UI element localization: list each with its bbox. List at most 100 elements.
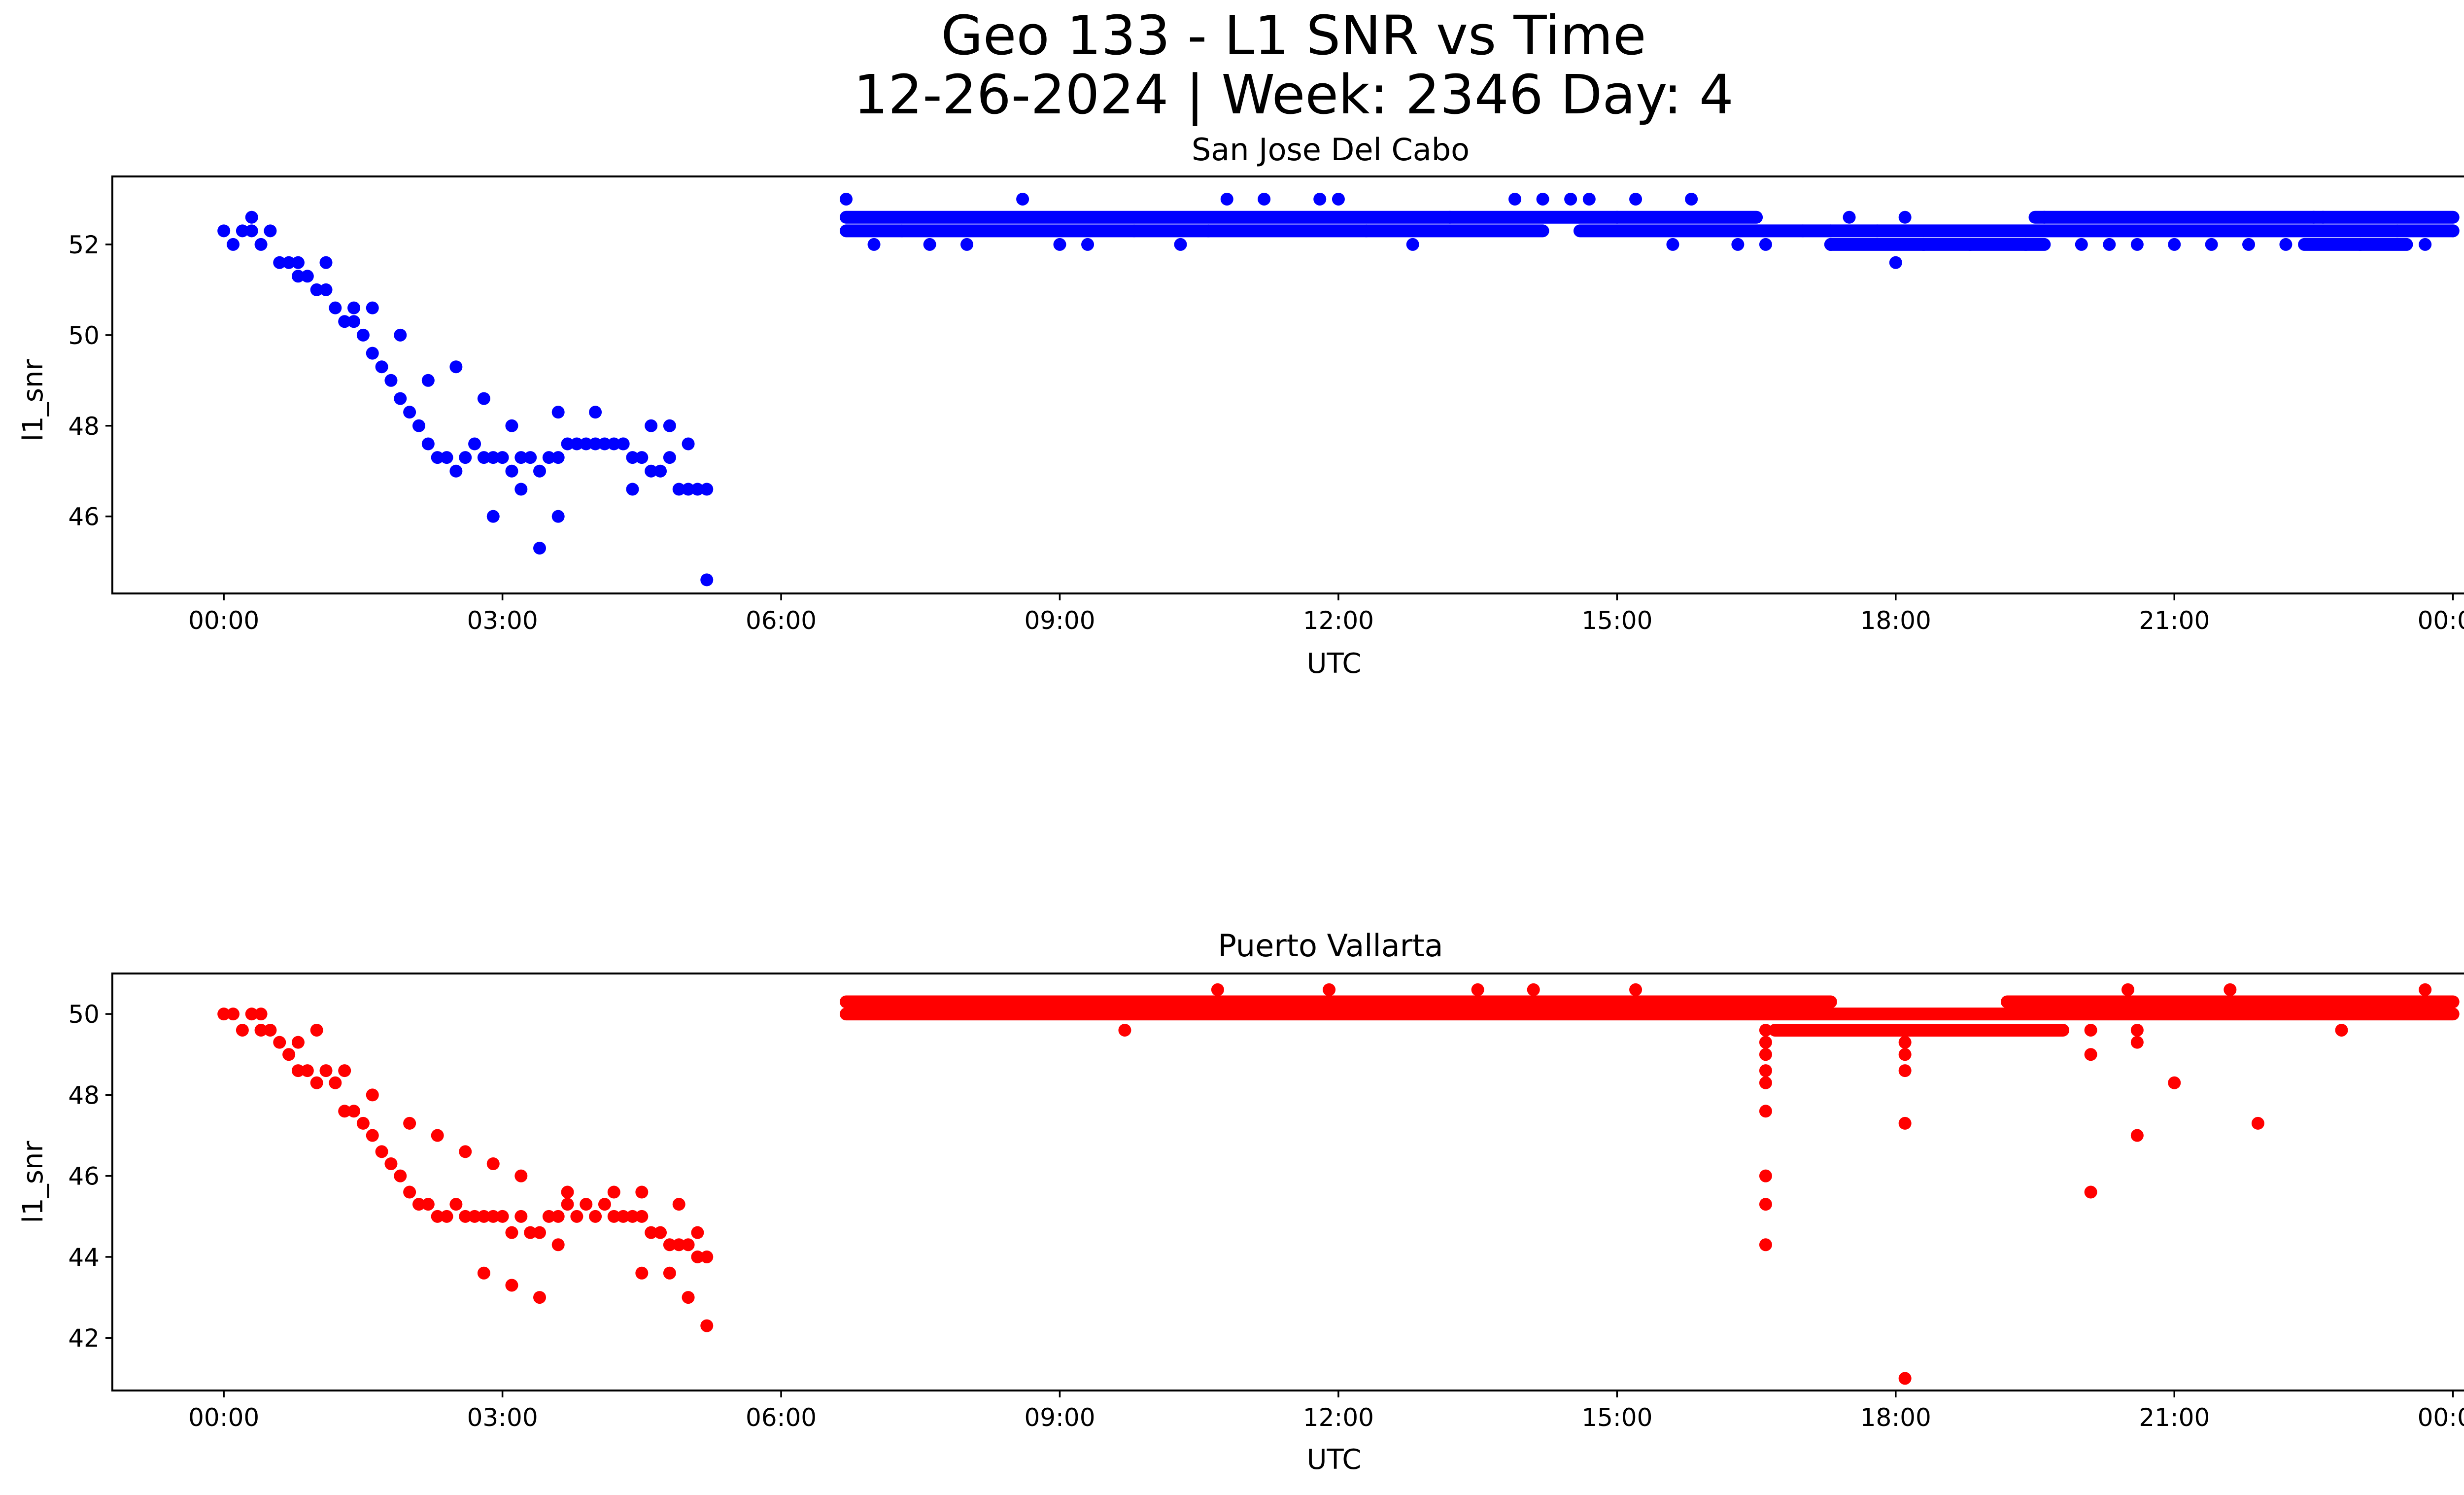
data-point (2224, 983, 2237, 996)
data-point (682, 437, 695, 451)
data-point (291, 1064, 305, 1078)
data-point (1536, 192, 1549, 206)
data-point (635, 451, 649, 464)
data-point (301, 270, 314, 283)
x-tick-label: 21:00 (2139, 606, 2210, 635)
data-point (254, 1023, 268, 1037)
data-point (1759, 1169, 1772, 1182)
data-point (514, 483, 528, 496)
data-point (1759, 1023, 1772, 1037)
data-point (394, 1169, 407, 1182)
data-point (1508, 192, 1522, 206)
data-point (2242, 238, 2256, 251)
data-point (626, 1210, 639, 1223)
data-point (1629, 192, 1643, 206)
data-point (1759, 1105, 1772, 1118)
data-point (319, 256, 333, 269)
y-tick-label: 50 (68, 321, 100, 350)
data-point (867, 238, 881, 251)
data-point (514, 1169, 528, 1182)
data-point (486, 1157, 500, 1171)
data-point (347, 315, 361, 328)
data-point (598, 437, 611, 451)
y-axis-label: l1_snr (17, 359, 49, 442)
x-axis-label: UTC (1306, 648, 1361, 680)
data-point (2279, 238, 2293, 251)
x-tick-label: 06:00 (746, 606, 817, 635)
data-point (2130, 1023, 2144, 1037)
data-point (1313, 192, 1327, 206)
data-point (524, 451, 537, 464)
data-point (1898, 1064, 1912, 1078)
data-point (607, 437, 620, 451)
x-tick-label: 15:00 (1581, 606, 1652, 635)
data-point (412, 1198, 425, 1211)
data-point (635, 1266, 649, 1280)
data-point (347, 1105, 361, 1118)
data-point (1582, 192, 1596, 206)
data-point (384, 374, 398, 387)
data-point (496, 1210, 509, 1223)
x-tick-label: 18:00 (1860, 606, 1931, 635)
data-point (486, 451, 500, 464)
data-point (347, 301, 361, 314)
data-point (245, 224, 258, 238)
data-point (329, 301, 342, 314)
data-point (580, 1198, 593, 1211)
data-point (496, 451, 509, 464)
x-axis-ticks: 00:00 03:00 06:00 09:00 12:00 15:00 18:00 21:00… (188, 593, 2464, 635)
data-point (589, 437, 602, 451)
data-point (1759, 1076, 1772, 1089)
data-point (421, 437, 435, 451)
data-point (366, 347, 379, 360)
data-point (440, 451, 453, 464)
data-point (1898, 1048, 1912, 1061)
san-jose-del-cabo-panel: San Jose Del Cabo 00:00 03:00 06:00 09:00 12… (17, 132, 2464, 680)
y-tick-label: 44 (68, 1243, 100, 1272)
data-point (1889, 256, 1902, 269)
data-point (254, 1008, 268, 1021)
data-point (273, 256, 286, 269)
data-point (505, 1279, 518, 1292)
data-point (2205, 238, 2218, 251)
data-point (533, 542, 547, 555)
data-point (217, 224, 231, 238)
data-point (533, 464, 547, 478)
data-point (394, 392, 407, 405)
data-point (533, 1226, 547, 1239)
data-point (1898, 1116, 1912, 1130)
data-point (440, 1210, 453, 1223)
data-point (1759, 1238, 1772, 1252)
data-point (1332, 192, 1345, 206)
data-point (635, 1210, 649, 1223)
data-point (245, 210, 258, 224)
data-point (2130, 1129, 2144, 1142)
data-point (459, 1145, 472, 1158)
data-point (356, 1116, 370, 1130)
data-point (1666, 238, 1679, 251)
data-point (2168, 238, 2181, 251)
x-tick-label: 00:00 (2418, 606, 2464, 635)
data-point (616, 437, 630, 451)
data-point (291, 270, 305, 283)
x-tick-label: 03:00 (467, 606, 538, 635)
data-point (1016, 192, 1029, 206)
data-point (700, 1319, 714, 1332)
data-point (431, 1210, 444, 1223)
data-point (514, 451, 528, 464)
data-point (2103, 238, 2116, 251)
data-point (477, 1266, 490, 1280)
data-point (459, 1210, 472, 1223)
dense-point-bands (839, 210, 2460, 251)
data-point (486, 510, 500, 523)
data-point (236, 1023, 249, 1037)
x-tick-label: 15:00 (1581, 1403, 1652, 1432)
data-point (468, 437, 481, 451)
data-point (2084, 1185, 2097, 1199)
data-point (1898, 1372, 1912, 1385)
data-point (923, 238, 936, 251)
data-point (356, 328, 370, 342)
data-point (663, 419, 676, 432)
data-point (960, 238, 974, 251)
x-tick-label: 12:00 (1303, 1403, 1374, 1432)
